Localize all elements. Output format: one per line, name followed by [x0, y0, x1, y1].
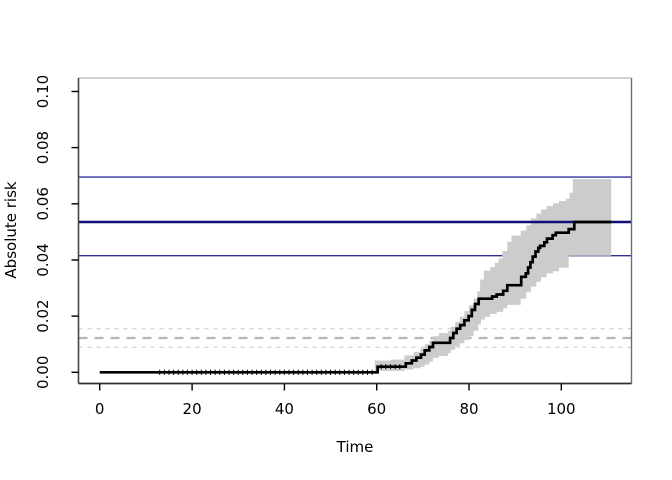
x-tick-label: 40: [275, 400, 294, 418]
y-axis-title: Absolute risk: [2, 181, 20, 278]
pointwise-confidence-band: [374, 179, 612, 372]
x-tick-label: 80: [459, 400, 478, 418]
confidence-band-layer: [374, 179, 612, 372]
x-tick-label: 100: [547, 400, 576, 418]
x-axis: 0 20 40 60 80 100: [95, 383, 576, 418]
absolute-risk-step-curve: [99, 220, 612, 374]
y-axis: 0.00 0.02 0.04 0.06 0.08 0.10: [34, 75, 79, 389]
y-tick-label: 0.10: [34, 75, 52, 108]
x-tick-label: 20: [183, 400, 202, 418]
plot-box: [77, 77, 633, 385]
y-tick-label: 0.00: [34, 356, 52, 389]
censor-ticks-layer: [159, 364, 401, 375]
x-tick-label: 0: [95, 400, 105, 418]
risk-curve-layer: [99, 220, 612, 374]
y-tick-label: 0.04: [34, 243, 52, 276]
x-tick-label: 60: [367, 400, 386, 418]
x-axis-title: Time: [336, 438, 374, 456]
y-tick-label: 0.06: [34, 187, 52, 220]
y-tick-label: 0.02: [34, 299, 52, 332]
y-tick-label: 0.08: [34, 131, 52, 164]
